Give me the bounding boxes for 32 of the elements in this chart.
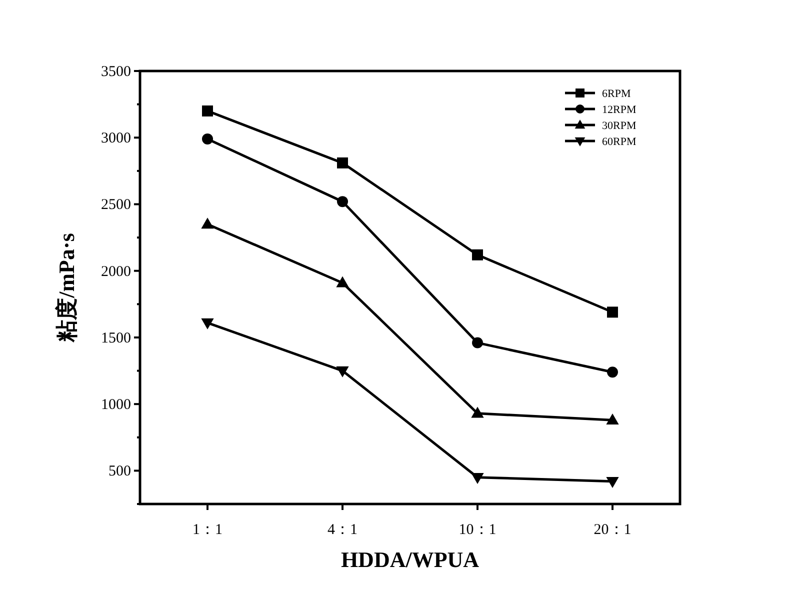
point — [337, 196, 348, 208]
y-axis-title: 粘度/mPa·s — [54, 232, 79, 343]
point — [201, 218, 214, 229]
point — [472, 337, 483, 348]
point — [336, 276, 349, 288]
y-tick-label: 3500 — [101, 64, 131, 80]
x-axis-title: HDDA/WPUA — [340, 547, 480, 572]
x-tick-label: 4：1 — [328, 522, 358, 538]
x-tick-label: 10：1 — [458, 522, 496, 538]
y-tick-label: 2000 — [101, 264, 131, 280]
y-tick-label: 1500 — [101, 330, 131, 346]
legend-label: 6RPM — [602, 88, 631, 100]
legend-label: 30RPM — [602, 120, 636, 132]
y-tick-label: 3000 — [101, 130, 131, 147]
point — [472, 249, 483, 260]
y-tick-label: 1000 — [101, 397, 131, 414]
point — [606, 476, 619, 488]
point — [202, 105, 213, 116]
point — [201, 318, 214, 330]
point — [471, 472, 484, 484]
point — [607, 306, 618, 318]
point — [202, 133, 213, 144]
point — [471, 406, 484, 418]
x-tick-label: 1：1 — [192, 522, 222, 538]
legend-label: 12RPM — [602, 104, 636, 116]
y-tick-label: 2500 — [101, 197, 131, 214]
x-tick-label: 20：1 — [594, 522, 632, 538]
y-tick-label: 500 — [108, 464, 131, 480]
point — [336, 366, 349, 378]
point — [337, 157, 348, 168]
point — [607, 366, 618, 378]
legend-label: 60RPM — [602, 136, 636, 148]
